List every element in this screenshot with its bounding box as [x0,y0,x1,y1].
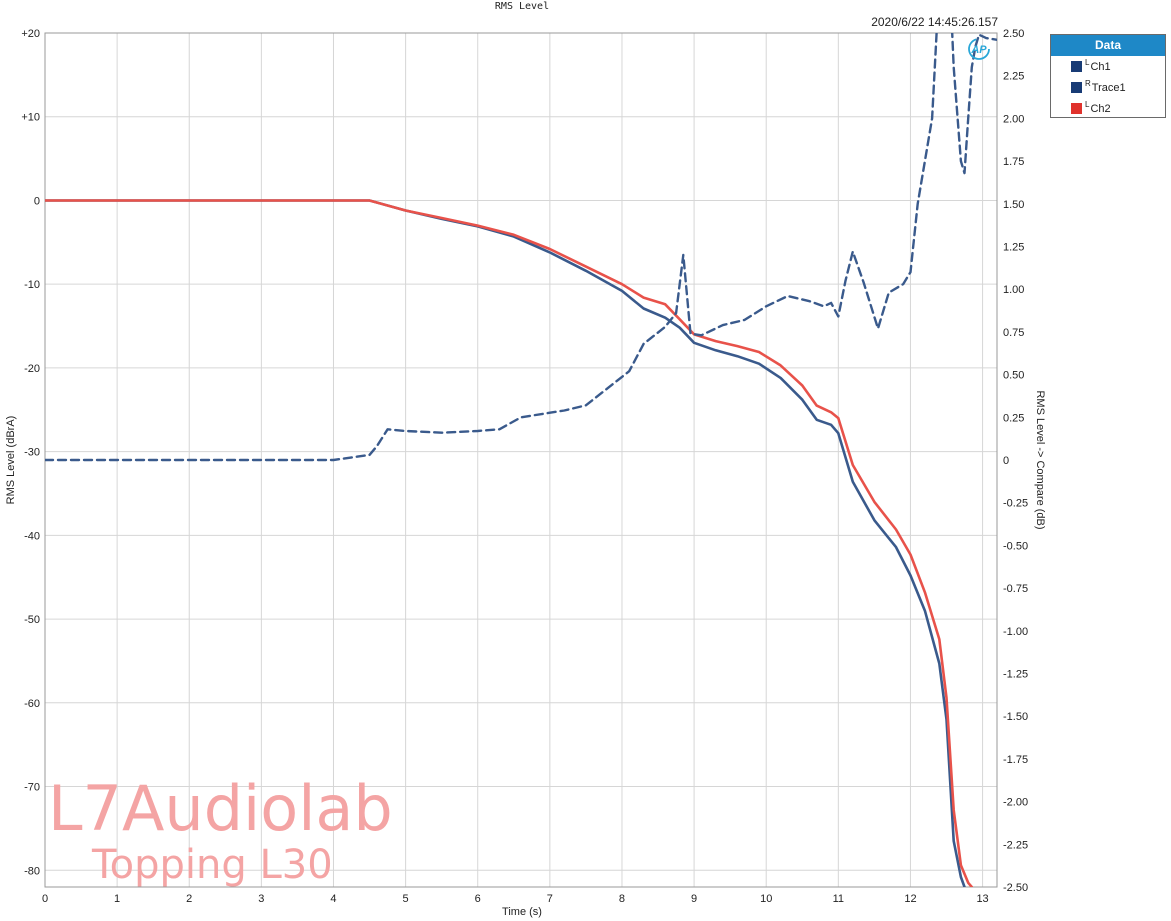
y2-tick-label: 0.75 [1003,327,1024,339]
legend-header: Data [1051,35,1165,56]
x-tick-label: 1 [114,893,120,905]
y2-tick-label: -0.25 [1003,498,1028,510]
y2-tick-label: -2.25 [1003,839,1028,851]
watermark: L7Audiolab Topping L30 [48,772,393,888]
y-tick-label: -40 [24,530,40,542]
chart-title: RMS Level [495,1,549,12]
y-tick-label: -10 [24,279,40,291]
x-tick-label: 2 [186,893,192,905]
legend-swatch-ch2 [1071,103,1082,114]
y2-tick-label: -1.75 [1003,754,1028,766]
y2-tick-label: -2.00 [1003,797,1028,809]
legend-channel-ch2: L [1085,100,1090,109]
legend: Data L Ch1 R Trace1 L Ch2 [1050,34,1166,118]
series-layer [45,33,997,887]
y-tick-label: -70 [24,782,40,794]
y2-tick-label: -2.50 [1003,882,1028,894]
y-tick-label: -60 [24,698,40,710]
y2-tick-label: -0.50 [1003,540,1028,552]
x-tick-label: 8 [619,893,625,905]
y2-tick-label: 1.25 [1003,242,1024,254]
x-axis-ticks: 0 1 2 3 4 5 6 7 8 9 10 11 12 13 [42,893,989,905]
y2-tick-label: 2.25 [1003,71,1024,83]
series-line-trace1 [45,33,997,462]
x-tick-label: 13 [976,893,988,905]
legend-swatch-trace1 [1071,82,1082,93]
y2-axis-label: RMS Level -> Compare (dB) [1034,390,1046,529]
x-tick-label: 10 [760,893,772,905]
x-tick-label: 5 [403,893,409,905]
timestamp: 2020/6/22 14:45:26.157 [871,15,998,29]
legend-item-trace1[interactable]: R Trace1 [1051,77,1165,98]
legend-channel-trace1: R [1085,79,1091,88]
y2-tick-label: -1.00 [1003,626,1028,638]
x-tick-label: 9 [691,893,697,905]
svg-text:AP: AP [970,44,987,56]
series-line-ch1 [45,199,966,887]
y-tick-label: +10 [21,112,40,124]
legend-item-ch2[interactable]: L Ch2 [1051,98,1165,119]
y-tick-label: -30 [24,447,40,459]
y2-tick-label: 0.50 [1003,370,1024,382]
ap-logo-icon: AP [968,38,990,60]
y-tick-label: +20 [21,28,40,40]
y-tick-label: -50 [24,614,40,626]
legend-label-ch1: Ch1 [1090,60,1111,73]
y2-tick-label: 2.00 [1003,113,1024,125]
x-tick-label: 4 [330,893,336,905]
y-tick-label: -20 [24,363,40,375]
series-line-ch2 [45,199,974,887]
x-axis-label: Time (s) [502,906,542,918]
watermark-line1: L7Audiolab [48,772,393,845]
legend-swatch-ch1 [1071,61,1082,72]
x-tick-label: 12 [904,893,916,905]
x-tick-label: 7 [547,893,553,905]
x-tick-label: 3 [258,893,264,905]
watermark-line2: Topping L30 [91,842,333,888]
y2-tick-label: 2.50 [1003,28,1024,40]
y2-tick-label: 0.25 [1003,412,1024,424]
y2-tick-label: 0 [1003,455,1009,467]
y2-tick-label: -1.25 [1003,669,1028,681]
y2-axis-ticks: 2.50 2.25 2.00 1.75 1.50 1.25 1.00 0.75 0.50 0.25… [1003,28,1028,894]
y-axis-ticks: +20 +10 0 -10 -20 -30 -40 -50 -60 -70 -80 [21,28,40,877]
y-axis-label: RMS Level (dBrA) [5,416,17,505]
legend-channel-ch1: L [1085,58,1090,67]
x-tick-label: 0 [42,893,48,905]
y2-tick-label: 1.75 [1003,156,1024,168]
x-tick-label: 6 [475,893,481,905]
y2-tick-label: 1.50 [1003,199,1024,211]
legend-label-ch2: Ch2 [1090,102,1111,115]
y2-tick-label: -0.75 [1003,583,1028,595]
x-tick-label: 11 [833,893,844,905]
y2-tick-label: 1.00 [1003,284,1024,296]
grid-lines [44,32,997,887]
legend-item-ch1[interactable]: L Ch1 [1051,56,1165,77]
y2-tick-label: -1.50 [1003,711,1028,723]
legend-label-trace1: Trace1 [1091,81,1126,94]
y-tick-label: -80 [24,865,40,877]
y-tick-label: 0 [34,195,40,207]
